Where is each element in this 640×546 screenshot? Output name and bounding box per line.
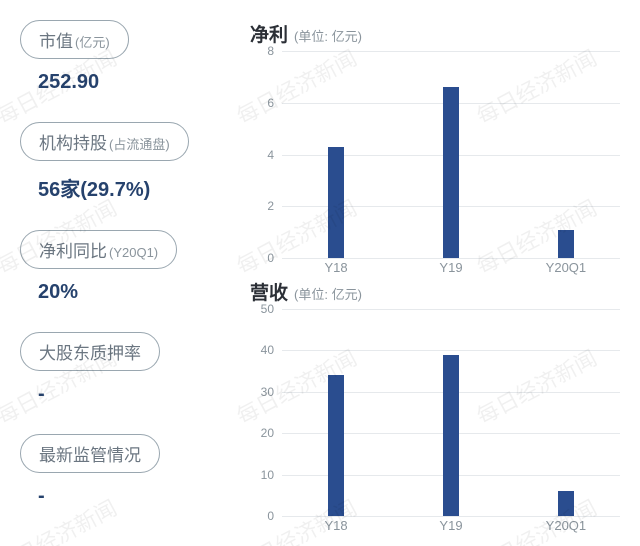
metric-value: - xyxy=(38,383,240,406)
chart-title-row: 净利 (单位: 亿元) xyxy=(250,20,630,47)
y-tick-label: 30 xyxy=(261,385,274,399)
metric-pill: 机构持股(占流通盘) xyxy=(20,122,189,161)
metric-sublabel: (占流通盘) xyxy=(109,137,170,152)
metric-sublabel: (Y20Q1) xyxy=(109,245,158,260)
metric-pill: 净利同比(Y20Q1) xyxy=(20,230,177,269)
chart-title: 营收 xyxy=(250,283,288,304)
plot-area xyxy=(282,51,620,258)
metric-inst_holding: 机构持股(占流通盘) 56家(29.7%) xyxy=(20,122,240,202)
metric-market_cap: 市值(亿元) 252.90 xyxy=(20,20,240,94)
metric-value-main: 252.90 xyxy=(38,71,99,93)
chart-title-row: 营收 (单位: 亿元) xyxy=(250,278,630,305)
metric-value: 20% xyxy=(38,281,240,304)
grid-line xyxy=(282,350,620,351)
bar xyxy=(558,230,573,258)
metric-label: 净利同比 xyxy=(39,242,107,261)
metric-value-main: 20% xyxy=(38,281,78,303)
chart-title: 净利 xyxy=(250,25,288,46)
grid-line xyxy=(282,309,620,310)
y-axis: 01020304050 xyxy=(250,309,278,516)
y-tick-label: 10 xyxy=(261,468,274,482)
chart-area: 01020304050Y18Y19Y20Q1 xyxy=(250,309,630,536)
metric-value-main: - xyxy=(38,485,45,507)
metric-value: 252.90 xyxy=(38,71,240,94)
metric-value-paren: (29.7%) xyxy=(80,179,150,201)
metric-pill: 大股东质押率 xyxy=(20,332,160,371)
metric-label: 市值 xyxy=(39,32,73,51)
y-tick-label: 20 xyxy=(261,426,274,440)
chart-unit: (单位: 亿元) xyxy=(294,287,362,302)
x-tick-label: Y20Q1 xyxy=(546,260,586,275)
y-tick-label: 8 xyxy=(267,44,274,58)
y-tick-label: 0 xyxy=(267,509,274,523)
plot-area xyxy=(282,309,620,516)
y-tick-label: 2 xyxy=(267,199,274,213)
chart-revenue: 营收 (单位: 亿元) 0 10 20 30 40 50 Y18 Y19 Y20Q1 xyxy=(250,278,630,536)
metric-regulatory: 最新监管情况 - xyxy=(20,434,240,508)
metric-profit_yoy: 净利同比(Y20Q1) 20% xyxy=(20,230,240,304)
x-tick-label: Y18 xyxy=(325,260,348,275)
chart-net_profit: 净利 (单位: 亿元) 0 2 4 6 8 Y18 Y19 Y20Q1 xyxy=(250,20,630,278)
metric-value-main: - xyxy=(38,383,45,405)
metric-pill: 最新监管情况 xyxy=(20,434,160,473)
metric-sublabel: (亿元) xyxy=(75,35,110,50)
metric-pledge: 大股东质押率 - xyxy=(20,332,240,406)
x-axis: Y18 Y19 Y20Q1 xyxy=(282,258,620,278)
x-tick-label: Y20Q1 xyxy=(546,518,586,533)
chart-area: 02468Y18Y19Y20Q1 xyxy=(250,51,630,278)
x-axis: Y18 Y19 Y20Q1 xyxy=(282,516,620,536)
bar xyxy=(443,87,458,258)
charts-column: 净利 (单位: 亿元) 0 2 4 6 8 Y18 Y19 Y20Q1 营收 (单位: 亿元) 0 10 2… xyxy=(240,20,630,536)
metrics-sidebar: 市值(亿元) 252.90 机构持股(占流通盘) 56家(29.7%) 净利同比(Y20… xyxy=(20,20,240,536)
metric-value: 56家(29.7%) xyxy=(38,173,240,202)
dashboard-container: 市值(亿元) 252.90 机构持股(占流通盘) 56家(29.7%) 净利同比(Y20… xyxy=(0,0,640,546)
bar xyxy=(558,491,573,516)
metric-label: 大股东质押率 xyxy=(39,344,141,363)
metric-pill: 市值(亿元) xyxy=(20,20,129,59)
metric-label: 机构持股 xyxy=(39,134,107,153)
y-tick-label: 4 xyxy=(267,148,274,162)
metric-label: 最新监管情况 xyxy=(39,446,141,465)
y-tick-label: 6 xyxy=(267,96,274,110)
y-axis: 02468 xyxy=(250,51,278,258)
y-tick-label: 40 xyxy=(261,343,274,357)
y-tick-label: 50 xyxy=(261,302,274,316)
grid-line xyxy=(282,51,620,52)
bar xyxy=(328,147,343,258)
metric-value-main: 56家 xyxy=(38,179,80,201)
x-tick-label: Y18 xyxy=(325,518,348,533)
x-tick-label: Y19 xyxy=(439,260,462,275)
x-tick-label: Y19 xyxy=(439,518,462,533)
metric-value: - xyxy=(38,485,240,508)
bar xyxy=(443,355,458,516)
bar xyxy=(328,375,343,516)
chart-unit: (单位: 亿元) xyxy=(294,29,362,44)
y-tick-label: 0 xyxy=(267,251,274,265)
